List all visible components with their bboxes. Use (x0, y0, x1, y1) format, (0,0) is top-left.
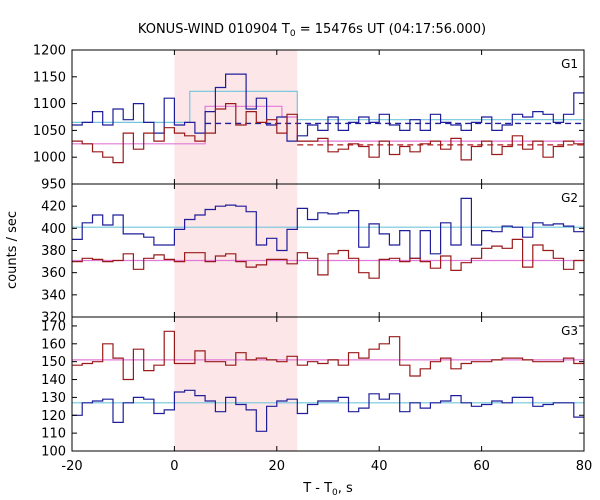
y-tick-label: 380 (41, 244, 66, 259)
y-axis-label: counts / sec (5, 211, 20, 289)
panel-G3-series-red (72, 330, 584, 381)
x-tick-label: 40 (371, 459, 388, 474)
panel-G1-model-cyan (72, 90, 584, 123)
y-tick-label: 320 (41, 311, 66, 326)
panel-G1-label: G1 (561, 57, 578, 71)
panel-G3-frame (71, 316, 585, 452)
y-tick-label: 1200 (33, 44, 66, 59)
y-tick-label: 1000 (33, 151, 66, 166)
x-tick-label: -20 (61, 459, 82, 474)
y-tick-label: 1050 (33, 124, 66, 139)
y-tick-label: 150 (41, 355, 66, 370)
y-tick-label: 140 (41, 373, 66, 388)
y-tick-label: 100 (41, 445, 66, 460)
y-tick-label: 340 (41, 288, 66, 303)
panel-G2-series-blue (72, 197, 584, 259)
panel-G1-series-blue (72, 73, 584, 142)
x-tick-label: 80 (576, 459, 593, 474)
y-tick-label: 170 (41, 319, 66, 334)
panel-G1-series-red (72, 103, 584, 164)
y-tick-label: 420 (41, 200, 66, 215)
tick-layer: 9501000105011001150120032034036038040042… (33, 44, 592, 475)
y-tick-label: 110 (41, 427, 66, 442)
x-tick-label: 60 (473, 459, 490, 474)
y-tick-label: 160 (41, 337, 66, 352)
y-tick-label: 120 (41, 409, 66, 424)
panel-G3-series-blue (72, 389, 584, 432)
x-tick-label: 0 (170, 459, 178, 474)
chart-title: KONUS-WIND 010904 T0 = 15476s UT (04:17:… (138, 22, 486, 39)
series-layer (72, 73, 584, 432)
frame-layer: G1 G2 G3 (71, 49, 585, 452)
y-tick-label: 400 (41, 222, 66, 237)
x-tick-label: 20 (269, 459, 286, 474)
y-tick-label: 950 (41, 178, 66, 193)
panel-G2-series-red (72, 238, 584, 279)
panel-G3-label: G3 (561, 324, 578, 338)
panel-G2-label: G2 (561, 191, 578, 205)
y-tick-label: 360 (41, 266, 66, 281)
y-tick-label: 1100 (33, 97, 66, 112)
panel-G2-frame (71, 183, 585, 318)
y-tick-label: 1150 (33, 70, 66, 85)
x-axis-label: T - T0, s (302, 481, 353, 498)
y-tick-label: 130 (41, 391, 66, 406)
